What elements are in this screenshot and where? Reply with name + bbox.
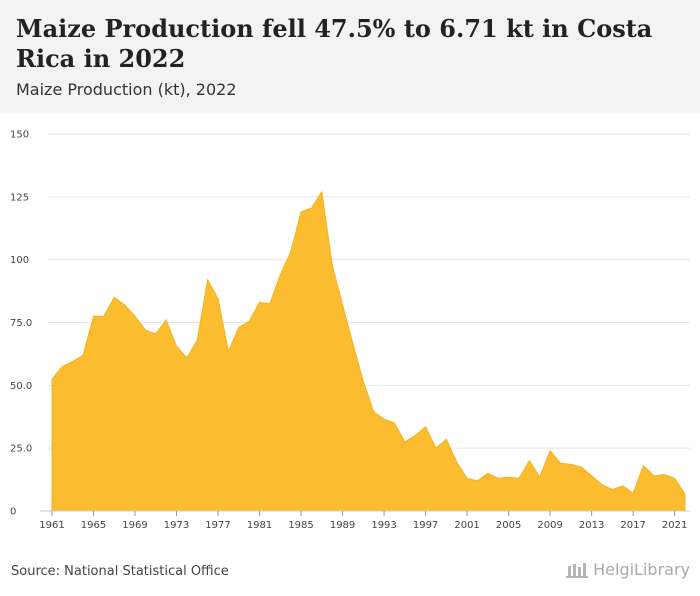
logo-text: HelgiLibrary bbox=[593, 560, 690, 579]
library-logo-icon bbox=[566, 562, 589, 578]
chart-title: Maize Production fell 47.5% to 6.71 kt i… bbox=[16, 14, 653, 73]
maize-production-area bbox=[51, 190, 686, 512]
x-tick-label: 2017 bbox=[620, 520, 645, 530]
y-tick-label: 100 bbox=[10, 255, 29, 266]
y-tick-label: 75.0 bbox=[10, 318, 32, 329]
y-tick-label: 125 bbox=[10, 192, 29, 203]
x-tick-label: 2009 bbox=[537, 520, 562, 530]
chart-header: Maize Production fell 47.5% to 6.71 kt i… bbox=[0, 0, 700, 113]
y-tick-label: 150 bbox=[10, 130, 29, 141]
helgilibrary-logo: HelgiLibrary bbox=[565, 560, 690, 579]
x-tick-label: 1973 bbox=[164, 520, 189, 530]
source-note: Source: National Statistical Office bbox=[11, 564, 229, 579]
area-series bbox=[51, 190, 686, 512]
x-tick-label: 2021 bbox=[662, 520, 687, 530]
x-tick-label: 2001 bbox=[454, 520, 479, 530]
y-tick-label: 50.0 bbox=[10, 381, 32, 392]
x-tick-label: 1981 bbox=[247, 520, 272, 530]
x-tick-label: 2013 bbox=[579, 520, 604, 530]
x-tick-label: 1961 bbox=[39, 520, 64, 530]
area-chart: 0 25.0 50.0 75.0 100 125 150 1961 1965 1969 1973 19… bbox=[10, 130, 690, 530]
x-tick-label: 1989 bbox=[330, 520, 355, 530]
x-tick-label: 1965 bbox=[81, 520, 106, 530]
x-tick-label: 1977 bbox=[205, 520, 230, 530]
axes: 0 25.0 50.0 75.0 100 125 150 1961 1965 1969 1973 19… bbox=[10, 130, 690, 530]
y-tick-label: 0 bbox=[10, 507, 16, 518]
y-tick-label: 25.0 bbox=[10, 444, 32, 455]
x-tick-label: 1985 bbox=[288, 520, 313, 530]
x-tick-label: 1997 bbox=[413, 520, 438, 530]
x-tick-label: 2005 bbox=[496, 520, 521, 530]
x-tick-label: 1993 bbox=[371, 520, 396, 530]
x-tick-label: 1969 bbox=[122, 520, 147, 530]
chart-subtitle: Maize Production (kt), 2022 bbox=[16, 80, 237, 99]
